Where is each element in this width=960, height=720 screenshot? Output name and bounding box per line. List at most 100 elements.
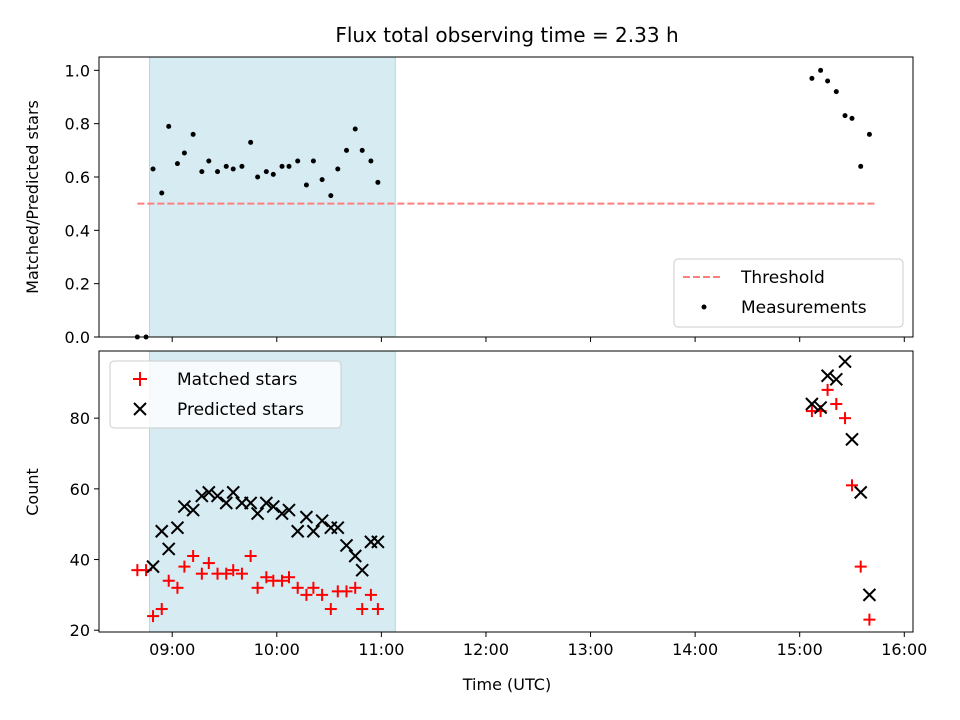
matched-star-point bbox=[178, 560, 191, 573]
x-tick-label: 15:00 bbox=[777, 640, 823, 659]
predicted-star-point bbox=[355, 563, 369, 577]
y-tick-label: 0.6 bbox=[65, 168, 90, 187]
matched-star-point bbox=[821, 383, 834, 396]
matched-star-point bbox=[244, 550, 257, 563]
measurement-point bbox=[368, 158, 374, 164]
matched-star-point bbox=[863, 613, 876, 626]
measurement-point bbox=[866, 131, 872, 137]
x-tick-label: 14:00 bbox=[672, 640, 718, 659]
matched-star-point bbox=[251, 581, 264, 594]
y-tick-label: 20 bbox=[70, 621, 90, 640]
measurement-point bbox=[352, 126, 358, 132]
predicted-star-point bbox=[275, 506, 289, 521]
measurement-point bbox=[181, 150, 187, 156]
matched-star-point bbox=[220, 567, 233, 580]
observing-window-span bbox=[149, 56, 396, 338]
matched-star-point bbox=[349, 581, 362, 594]
predicted-star-point bbox=[348, 549, 362, 563]
legend-threshold-label: Threshold bbox=[740, 268, 825, 288]
measurement-point bbox=[359, 147, 365, 153]
predicted-star-point bbox=[177, 499, 192, 514]
bottom-legend: Matched stars Predicted stars bbox=[109, 360, 342, 429]
measurement-point bbox=[842, 113, 848, 119]
predicted-star-point bbox=[146, 559, 160, 574]
y-tick-label: 0.0 bbox=[65, 328, 90, 347]
predicted-star-point bbox=[829, 372, 844, 386]
predicted-star-point bbox=[219, 496, 233, 510]
predicted-star-point bbox=[266, 499, 281, 514]
predicted-star-point bbox=[202, 485, 216, 500]
predicted-star-point bbox=[170, 521, 185, 535]
measurement-point bbox=[174, 161, 180, 167]
matched-star-point bbox=[854, 560, 867, 573]
predicted-star-point bbox=[315, 513, 329, 528]
matched-star-point bbox=[316, 588, 329, 601]
legend-measurements-swatch bbox=[701, 304, 707, 310]
predicted-star-point bbox=[854, 485, 868, 500]
matched-star-point bbox=[282, 571, 295, 584]
measurement-point bbox=[344, 147, 350, 153]
legend-predicted-swatch bbox=[133, 402, 147, 416]
measurement-point bbox=[279, 163, 285, 169]
matched-star-point bbox=[371, 603, 384, 616]
predicted-star-point bbox=[805, 397, 819, 411]
measurement-point bbox=[295, 158, 301, 164]
predicted-star-point bbox=[250, 506, 265, 521]
measurement-point bbox=[825, 78, 831, 84]
predicted-star-point bbox=[306, 524, 321, 538]
predicted-star-point bbox=[813, 400, 828, 415]
chart-title: Flux total observing time = 2.33 h bbox=[335, 23, 678, 47]
measurement-point bbox=[335, 166, 341, 172]
bottom-panel: 09:00 10:00 11:00 12:00 13:00 14:00 15:00 16:00… bbox=[23, 350, 927, 694]
predicted-star-point bbox=[371, 535, 385, 549]
x-tick-label: 16:00 bbox=[881, 640, 927, 659]
matched-star-point bbox=[356, 603, 369, 616]
top-y-axis-label: Matched/Predicted stars bbox=[23, 100, 42, 294]
matched-star-point bbox=[202, 557, 215, 570]
measurement-point bbox=[286, 163, 292, 169]
measurement-point bbox=[166, 123, 172, 129]
measurement-point bbox=[159, 190, 165, 196]
measurement-point bbox=[809, 75, 815, 81]
predicted-star-point bbox=[845, 432, 859, 447]
predicted-star-point bbox=[290, 524, 305, 538]
matched-star-point bbox=[830, 398, 843, 411]
predicted-star-point bbox=[162, 542, 176, 556]
measurement-point bbox=[199, 169, 205, 175]
top-axes-frame bbox=[98, 56, 914, 338]
bottom-axes-frame bbox=[98, 350, 914, 633]
legend-measurements-label: Measurements bbox=[741, 298, 867, 318]
matched-star-point bbox=[260, 571, 273, 584]
measurement-point bbox=[239, 163, 245, 169]
matched-star-point bbox=[171, 581, 184, 594]
y-tick-label: 1.0 bbox=[65, 61, 90, 80]
matched-star-point bbox=[300, 588, 313, 601]
measurement-point bbox=[255, 174, 261, 180]
y-tick-label: 0.4 bbox=[65, 221, 90, 240]
matched-star-point bbox=[276, 574, 289, 587]
top-legend: Threshold Measurements bbox=[673, 258, 904, 328]
matched-star-point bbox=[155, 603, 168, 616]
top-panel: 0.0 0.2 0.4 0.6 0.8 1.0 Matched/Predicted sta… bbox=[23, 56, 914, 347]
measurement-point bbox=[263, 169, 269, 175]
matched-star-point bbox=[235, 567, 248, 580]
predicted-star-point bbox=[210, 489, 225, 503]
measurement-point bbox=[223, 163, 229, 169]
measurement-point bbox=[319, 177, 325, 183]
predicted-star-point bbox=[155, 524, 169, 538]
measurement-point bbox=[150, 166, 156, 172]
legend-matched-label: Matched stars bbox=[177, 370, 297, 390]
predicted-star-point bbox=[862, 588, 877, 602]
y-tick-label: 60 bbox=[70, 480, 90, 499]
predicted-star-point bbox=[339, 538, 354, 553]
matched-star-point bbox=[364, 588, 377, 601]
matched-star-point bbox=[307, 581, 320, 594]
measurement-point bbox=[833, 89, 839, 95]
y-tick-label: 80 bbox=[70, 409, 90, 428]
y-tick-label: 0.8 bbox=[65, 115, 90, 134]
matched-star-point bbox=[291, 581, 304, 594]
matched-star-point bbox=[227, 564, 240, 577]
measurement-point bbox=[303, 182, 309, 188]
predicted-star-point bbox=[299, 510, 314, 524]
